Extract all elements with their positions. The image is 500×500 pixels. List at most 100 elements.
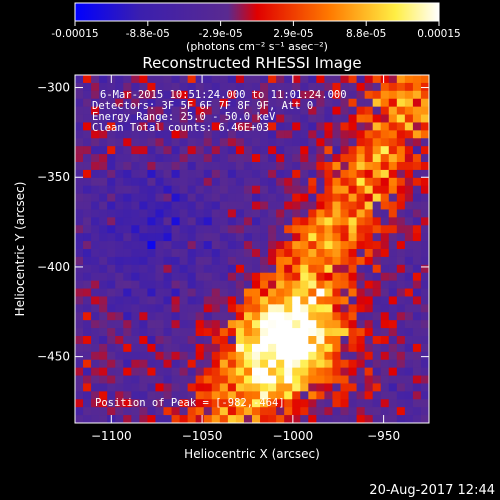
heatmap-cell [252,272,261,282]
heatmap-cell [332,407,341,416]
heatmap-cell [364,272,374,282]
heatmap-cell [123,272,132,282]
heatmap-cell [292,280,301,289]
heatmap-cell [203,351,213,361]
heatmap-cell [324,90,333,100]
heatmap-cell [388,98,398,108]
heatmap-cell [356,328,366,337]
heatmap-cell [388,328,398,337]
heatmap-cell [284,320,293,329]
heatmap-cell [340,146,349,155]
heatmap-cell [203,98,213,108]
heatmap-cell [300,241,309,250]
heatmap-cell [171,280,180,289]
heatmap-cell [332,391,341,400]
heatmap-cell [276,122,285,131]
heatmap-cell [75,312,84,321]
heatmap-cell [308,162,317,171]
heatmap-cell [308,367,317,376]
heatmap-cell [219,328,229,337]
heatmap-cell [404,122,414,131]
heatmap-cell [227,130,237,139]
heatmap-cell [123,383,132,392]
heatmap-cell [115,106,124,115]
heatmap-cell [131,114,140,123]
heatmap-cell [420,75,429,84]
heatmap-cell [235,415,245,423]
heatmap-cell [211,312,221,321]
heatmap-cell [284,367,293,376]
heatmap-cell [420,312,429,321]
heatmap-cell [332,351,341,361]
heatmap-cell [412,106,422,115]
heatmap-cell [107,209,116,218]
heatmap-cell [308,264,317,274]
heatmap-cell [187,249,197,258]
heatmap-cell [412,225,422,234]
heatmap-cell [292,399,301,408]
heatmap-cell [356,391,366,400]
heatmap-cell [292,359,301,369]
heatmap-cell [179,312,189,321]
heatmap-cell [356,375,366,384]
heatmap-cell [123,343,132,353]
heatmap-cell [372,367,382,376]
y-tick-label: −400 [37,260,70,274]
heatmap-cell [227,351,237,361]
heatmap-cell [300,336,309,345]
heatmap-cell [147,367,156,376]
heatmap-cell [195,320,205,329]
heatmap-cell [115,82,124,92]
heatmap-cell [155,146,164,155]
heatmap-cell [404,288,414,297]
heatmap-cell [179,122,189,131]
heatmap-cell [372,296,382,305]
heatmap-cell [163,383,172,392]
heatmap-cell [420,162,429,171]
heatmap-cell [316,343,325,353]
heatmap-cell [412,177,422,187]
heatmap-cell [187,264,197,274]
heatmap-cell [163,138,172,147]
heatmap-cell [107,296,116,305]
heatmap-cell [388,367,398,376]
heatmap-cell [227,217,237,226]
heatmap-cell [340,233,349,242]
heatmap-cell [316,264,325,274]
heatmap-cell [268,249,277,258]
heatmap-cell [171,415,180,423]
heatmap-cell [195,201,205,210]
heatmap-cell [404,130,414,139]
heatmap-cell [227,82,237,92]
heatmap-cell [243,162,253,171]
heatmap-cell [412,256,422,266]
heatmap-cell [91,225,100,234]
heatmap-cell [99,233,108,242]
heatmap-cell [163,209,172,218]
heatmap-cell [340,90,349,100]
heatmap-cell [107,201,116,210]
heatmap-cell [171,351,180,361]
annotation-time-range: 6-Mar-2015 10:51:24.000 to 11:01:24.000 [100,89,347,101]
heatmap-cell [252,367,261,376]
heatmap-cell [235,328,245,337]
heatmap-cell [252,375,261,384]
heatmap-cell [324,336,333,345]
heatmap-cell [396,272,406,282]
heatmap-cell [155,280,164,289]
heatmap-cell [252,359,261,369]
heatmap-cell [179,280,189,289]
heatmap-cell [356,399,366,408]
heatmap-cell [219,304,229,313]
heatmap-cell [131,217,140,226]
heatmap-cell [340,312,349,321]
heatmap-cell [147,399,156,408]
heatmap-cell [276,391,285,400]
heatmap-cell [324,201,333,210]
heatmap-cell [308,225,317,234]
heatmap-cell [115,351,124,361]
heatmap-cell [420,249,429,258]
heatmap-cell [235,82,245,92]
heatmap-cell [324,154,333,163]
